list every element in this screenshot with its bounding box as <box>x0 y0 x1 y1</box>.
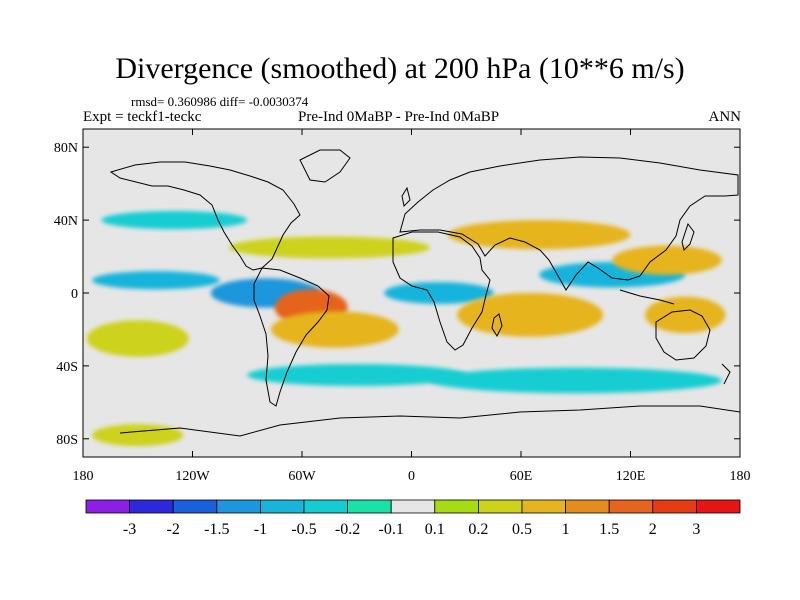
colorbar-label: -0.1 <box>379 521 404 538</box>
coastline-antarctica <box>119 405 740 437</box>
field-region-7 <box>645 296 726 334</box>
coastline-africa <box>392 231 491 351</box>
colorbar-label: 0.1 <box>425 521 445 538</box>
field-region-6 <box>457 293 604 337</box>
colorbar-swatch <box>390 499 436 514</box>
colorbar-label: 1 <box>562 521 570 538</box>
coastline-indonesia <box>619 289 675 305</box>
colorbar-label: 1.5 <box>599 521 619 538</box>
colorbar-label: -1.5 <box>204 521 229 538</box>
colorbar-label: 0.2 <box>468 521 488 538</box>
coastline-new-zealand <box>721 363 731 385</box>
field-layer <box>86 211 726 447</box>
x-tick-label: 0 <box>408 469 415 484</box>
colorbar-swatch <box>652 499 697 514</box>
coastline-eurasia <box>399 156 739 291</box>
colorbar: -3 -2 -1.5 -1 -0.5 -0.2 -0.1 0.1 0.2 0.5 1 1.5 2 3 <box>85 499 741 538</box>
coastline-uk <box>401 186 411 208</box>
plot-title: Divergence (smoothed) at 200 hPa (10**6 … <box>115 52 685 85</box>
comparison-label: Pre-Ind 0MaBP - Pre-Ind 0MaBP <box>298 109 500 125</box>
x-axis: 180 120W 60W 0 60E 120E 180 <box>73 129 751 484</box>
field-region-13 <box>101 211 248 230</box>
x-tick-label: 60W <box>288 469 316 484</box>
field-region-9 <box>448 220 631 250</box>
colorbar-label: -3 <box>123 521 136 538</box>
colorbar-label: 2 <box>649 521 657 538</box>
coastline-australia <box>655 309 711 361</box>
coastline-south-america <box>253 267 330 407</box>
colorbar-swatch <box>172 499 218 514</box>
colorbar-swatch <box>608 499 654 514</box>
coastline-madagascar <box>491 313 503 338</box>
colorbar-label: -2 <box>167 521 180 538</box>
season-label: ANN <box>708 109 742 125</box>
colorbar-swatch <box>477 499 523 514</box>
y-tick-label: 40S <box>56 360 78 375</box>
y-tick-label: 80N <box>54 141 78 156</box>
coastline-north-america <box>109 161 301 271</box>
field-region-5 <box>270 311 399 348</box>
field-region-12 <box>92 424 184 447</box>
field-region-8 <box>612 245 722 275</box>
field-region-14 <box>247 364 467 386</box>
x-tick-label: 60E <box>510 469 533 484</box>
y-tick-label: 40N <box>54 214 78 229</box>
field-region-10 <box>229 236 430 259</box>
y-tick-label: 80S <box>56 433 78 448</box>
experiment-label: Expt = teckf1-teckc <box>83 109 202 125</box>
colorbar-swatch <box>434 499 479 514</box>
x-tick-label: 180 <box>730 469 751 484</box>
colorbar-label: 3 <box>692 521 700 538</box>
x-tick-label: 120W <box>175 469 210 484</box>
y-axis: 80N 40N 0 40S 80S <box>54 141 740 448</box>
colorbar-swatch <box>521 499 566 514</box>
stats-label: rmsd= 0.360986 diff= -0.0030374 <box>131 94 309 109</box>
coastlines <box>109 149 740 437</box>
colorbar-swatch <box>85 499 130 514</box>
x-tick-label: 180 <box>73 469 94 484</box>
colorbar-label: 0.5 <box>512 521 532 538</box>
coastline-greenland <box>299 149 351 183</box>
colorbar-swatch <box>216 499 261 514</box>
colorbar-swatch <box>129 499 174 514</box>
colorbar-label: -0.2 <box>335 521 360 538</box>
colorbar-swatch <box>347 499 392 514</box>
field-region-2 <box>384 282 494 304</box>
colorbar-swatch <box>696 499 741 514</box>
colorbar-swatch <box>259 499 305 514</box>
colorbar-swatch <box>565 499 610 514</box>
field-region-1 <box>92 271 220 290</box>
colorbar-label: -1 <box>254 521 267 538</box>
x-tick-label: 120E <box>616 469 646 484</box>
field-region-15 <box>429 367 722 394</box>
y-tick-label: 0 <box>71 287 78 302</box>
colorbar-label: -0.5 <box>291 521 316 538</box>
field-region-11 <box>86 320 189 357</box>
colorbar-swatch <box>303 499 348 514</box>
coastline-japan <box>681 222 695 251</box>
